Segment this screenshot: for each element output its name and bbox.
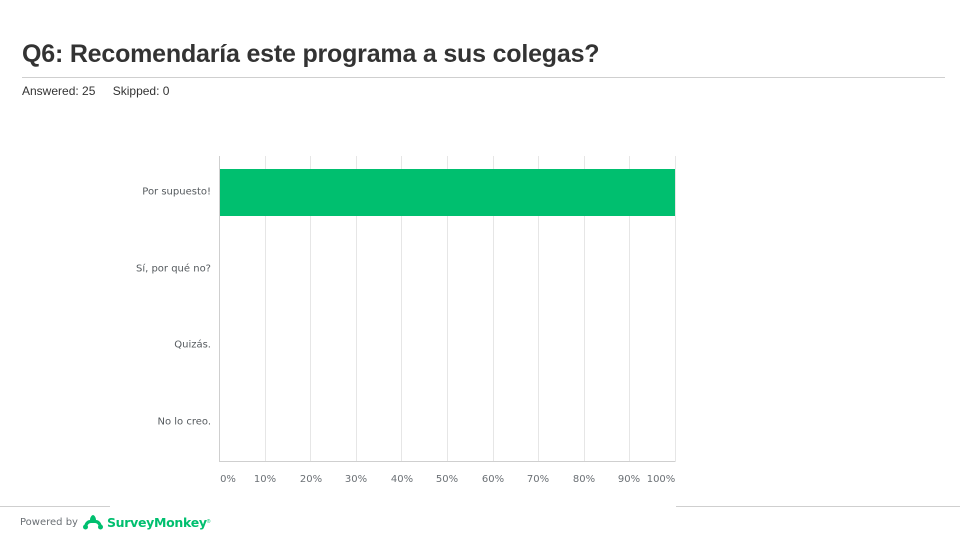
category-label: Por supuesto!	[142, 186, 211, 198]
gridline	[265, 156, 266, 462]
gridline	[310, 156, 311, 462]
gridline	[401, 156, 402, 462]
question-title: Q6: Recomendaría este programa a sus col…	[22, 40, 600, 68]
x-tick-label: 30%	[344, 474, 368, 485]
category-label: Sí, por qué no?	[135, 263, 211, 275]
answered-count: Answered: 25	[22, 84, 96, 98]
x-tick-label: 50%	[435, 474, 459, 485]
x-tick-label: 60%	[481, 474, 505, 485]
x-tick-label: 80%	[572, 474, 596, 485]
response-stats: Answered: 25 Skipped: 0	[22, 84, 183, 98]
trademark: ®	[206, 519, 211, 525]
category-label: No lo creo.	[157, 416, 211, 428]
gridline	[447, 156, 448, 462]
gridline	[675, 156, 676, 462]
gridline	[493, 156, 494, 462]
x-tick-label: 0%	[220, 474, 236, 485]
powered-by: Powered by SurveyMonkey ®	[20, 514, 210, 530]
gridline	[629, 156, 630, 462]
bar-chart	[219, 156, 676, 462]
y-axis	[219, 156, 220, 462]
skipped-count: Skipped: 0	[112, 84, 170, 98]
gridline	[356, 156, 357, 462]
x-tick-label: 40%	[390, 474, 414, 485]
surveymonkey-logo-icon	[82, 515, 103, 530]
title-divider	[22, 77, 945, 78]
category-label: Quizás.	[174, 339, 211, 351]
x-tick-label: 100%	[646, 474, 676, 485]
x-tick-label: 10%	[253, 474, 277, 485]
footer-divider-left	[0, 506, 110, 507]
gridline	[584, 156, 585, 462]
brand-name: SurveyMonkey	[106, 514, 207, 530]
gridline	[538, 156, 539, 462]
x-tick-label: 70%	[526, 474, 550, 485]
x-tick-label: 90%	[617, 474, 641, 485]
footer-divider-right	[676, 506, 960, 507]
x-tick-label: 20%	[299, 474, 323, 485]
x-axis	[219, 461, 675, 462]
bar[interactable]	[220, 169, 675, 216]
powered-by-text: Powered by	[20, 516, 78, 528]
